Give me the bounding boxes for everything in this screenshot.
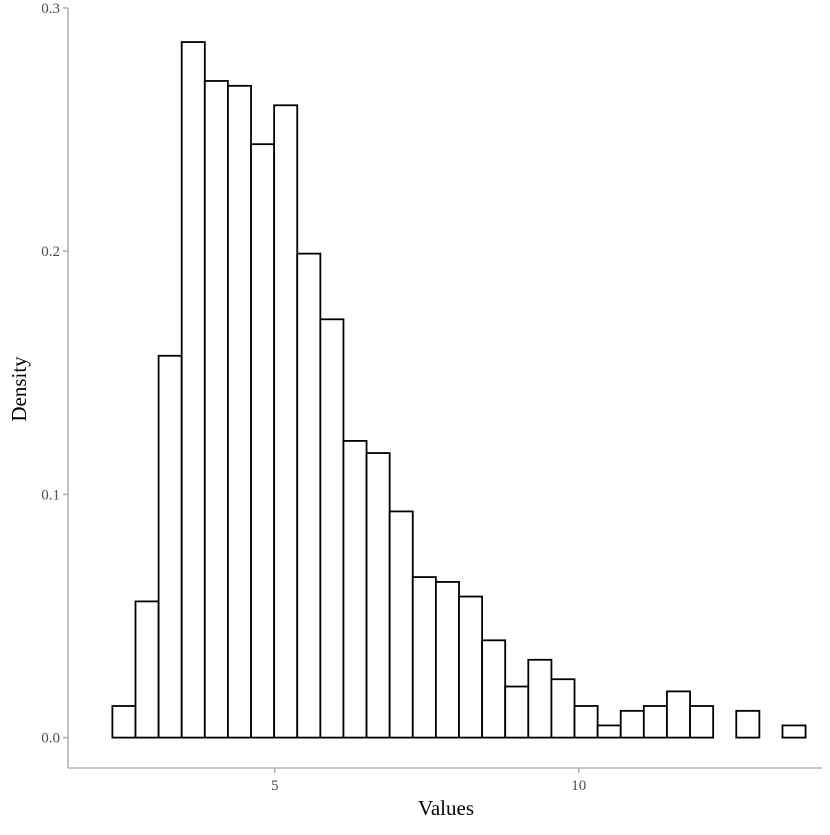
histogram-bar <box>111 705 137 739</box>
histogram-bar <box>365 452 391 739</box>
histogram-bar <box>735 709 761 739</box>
histogram-bar <box>689 705 715 739</box>
y-axis-ticks: 0.0 0.1 0.2 0.3 <box>41 1 68 747</box>
histogram-bar <box>781 724 807 739</box>
histogram-bar <box>619 709 645 739</box>
histogram-bar <box>504 685 530 739</box>
y-tick-label: 0.3 <box>41 1 60 17</box>
histogram-bar <box>273 104 299 739</box>
histogram-bar <box>134 600 160 739</box>
y-tick-label: 0.1 <box>41 487 60 503</box>
x-tick-label: 5 <box>271 778 279 794</box>
histogram-bar <box>203 80 229 739</box>
bars-layer <box>111 41 807 739</box>
histogram-bar <box>411 576 437 739</box>
x-tick-label: 10 <box>571 778 586 794</box>
histogram-bar <box>458 595 483 739</box>
histogram-bar <box>434 581 460 739</box>
x-axis-ticks: 5 10 <box>271 768 586 794</box>
histogram-bar <box>642 705 668 739</box>
histogram-bar <box>250 143 276 739</box>
histogram-bar <box>596 724 622 739</box>
histogram-bar <box>388 510 414 739</box>
histogram-bar <box>550 678 576 739</box>
x-axis-title: Values <box>418 796 474 820</box>
y-axis-title: Density <box>7 356 31 422</box>
histogram-bar <box>227 84 252 739</box>
histogram-bar <box>319 318 345 739</box>
y-tick-label: 0.2 <box>41 244 60 260</box>
histogram-bar <box>481 639 507 739</box>
histogram-bar <box>666 690 691 739</box>
histogram-bar <box>296 252 322 739</box>
histogram-bar <box>342 439 368 739</box>
histogram-bar <box>527 658 553 739</box>
histogram-bar <box>573 705 599 739</box>
y-tick-label: 0.0 <box>41 731 60 747</box>
histogram-bar <box>180 41 206 739</box>
histogram-bar <box>157 354 183 739</box>
